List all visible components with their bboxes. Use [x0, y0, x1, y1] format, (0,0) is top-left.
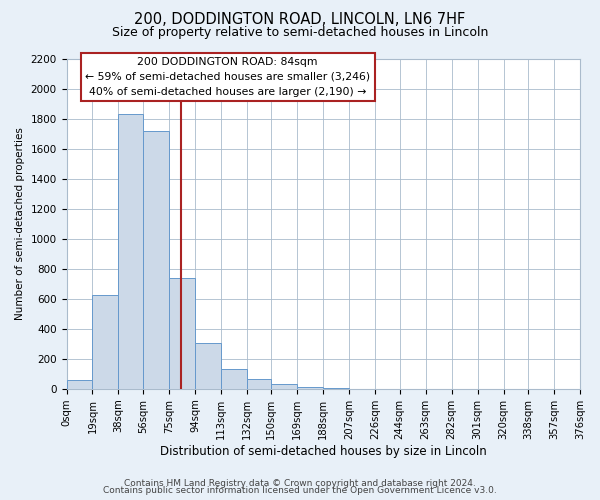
Bar [169, 278, 195, 389]
Bar [118, 114, 143, 389]
Bar [92, 295, 118, 389]
Text: 200, DODDINGTON ROAD, LINCOLN, LN6 7HF: 200, DODDINGTON ROAD, LINCOLN, LN6 7HF [134, 12, 466, 28]
Text: Contains HM Land Registry data © Crown copyright and database right 2024.: Contains HM Land Registry data © Crown c… [124, 478, 476, 488]
Bar [271, 384, 298, 389]
Text: Contains public sector information licensed under the Open Government Licence v3: Contains public sector information licen… [103, 486, 497, 495]
Bar [67, 380, 92, 389]
Bar [221, 370, 247, 389]
Bar [247, 379, 271, 389]
Bar [298, 386, 323, 389]
Y-axis label: Number of semi-detached properties: Number of semi-detached properties [15, 128, 25, 320]
Text: 200 DODDINGTON ROAD: 84sqm
← 59% of semi-detached houses are smaller (3,246)
40%: 200 DODDINGTON ROAD: 84sqm ← 59% of semi… [85, 57, 370, 97]
Bar [143, 131, 169, 389]
Text: Size of property relative to semi-detached houses in Lincoln: Size of property relative to semi-detach… [112, 26, 488, 39]
Bar [323, 388, 349, 389]
X-axis label: Distribution of semi-detached houses by size in Lincoln: Distribution of semi-detached houses by … [160, 444, 487, 458]
Bar [195, 343, 221, 389]
